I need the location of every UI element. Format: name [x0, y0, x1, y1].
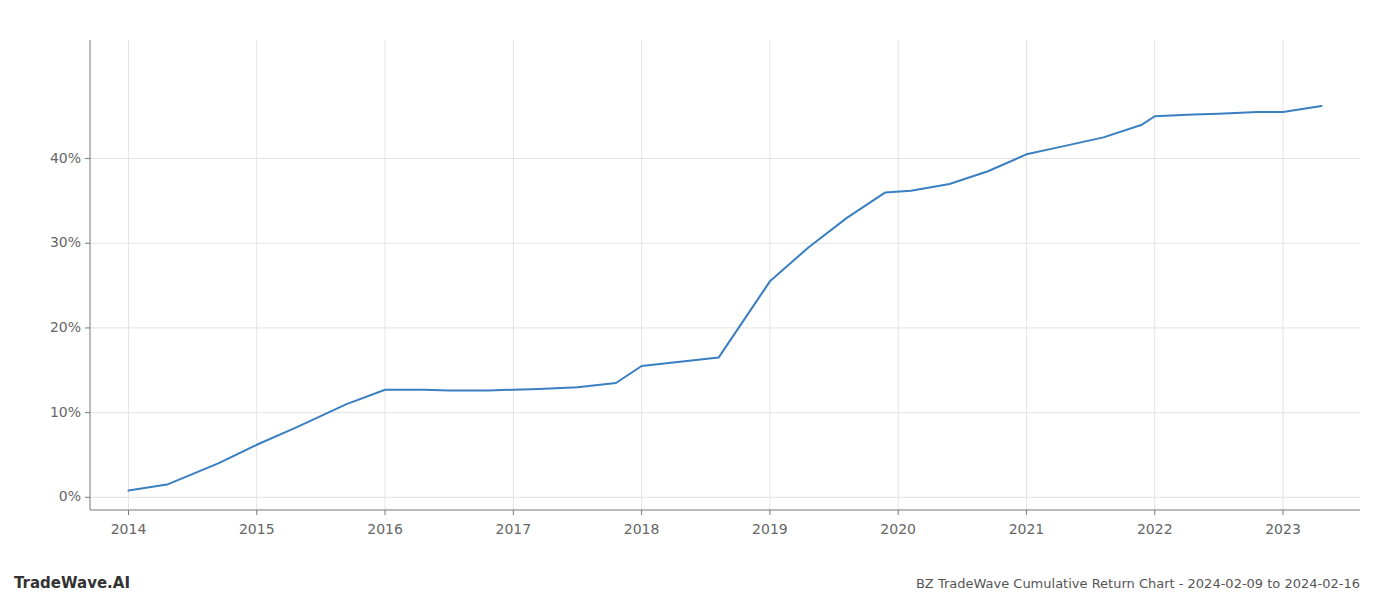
- x-tick-label: 2022: [1137, 521, 1173, 537]
- y-grid-line: [90, 412, 1360, 413]
- plot-area: [128, 106, 1321, 490]
- x-grid-line: [513, 40, 514, 510]
- x-tick-label: 2020: [880, 521, 916, 537]
- y-grid-line: [90, 497, 1360, 498]
- x-tick: [385, 510, 386, 515]
- y-grid-line: [90, 158, 1360, 159]
- y-tick-label: 20%: [50, 319, 81, 335]
- x-tick: [769, 510, 770, 515]
- y-grid-line: [90, 327, 1360, 328]
- x-tick-label: 2021: [1009, 521, 1045, 537]
- x-grid-line: [641, 40, 642, 510]
- x-grid-line: [256, 40, 257, 510]
- x-grid-line: [385, 40, 386, 510]
- watermark: TradeWave.AI: [14, 574, 130, 592]
- x-tick-label: 2016: [367, 521, 403, 537]
- background: [0, 0, 1400, 600]
- y-tick-label: 0%: [59, 488, 81, 504]
- x-grid-line: [898, 40, 899, 510]
- x-axis-line: [90, 510, 1360, 511]
- y-tick-label: 30%: [50, 234, 81, 250]
- y-tick: [85, 412, 90, 413]
- x-tick-label: 2014: [111, 521, 147, 537]
- x-tick: [898, 510, 899, 515]
- y-tick-label: 40%: [50, 150, 81, 166]
- x-tick: [641, 510, 642, 515]
- y-tick: [85, 243, 90, 244]
- title: BZ TradeWave Cumulative Return Chart - 2…: [916, 576, 1360, 591]
- x-tick: [1283, 510, 1284, 515]
- x-tick-label: 2023: [1265, 521, 1301, 537]
- x-grid-line: [128, 40, 129, 510]
- ticks: 0% 10% 20% 30% 40% 2014 2015 2016 2017 2018 2019 20…: [50, 150, 1301, 537]
- x-tick: [513, 510, 514, 515]
- x-grid-line: [1154, 40, 1155, 510]
- x-grid-line: [769, 40, 770, 510]
- x-tick-label: 2019: [752, 521, 788, 537]
- x-tick: [1154, 510, 1155, 515]
- grid: [90, 40, 1360, 510]
- y-tick: [85, 158, 90, 159]
- y-tick: [85, 327, 90, 328]
- line: [128, 106, 1321, 490]
- x-tick: [128, 510, 129, 515]
- x-grid-line: [1026, 40, 1027, 510]
- x-tick: [1026, 510, 1027, 515]
- chart: 0% 10% 20% 30% 40% 2014 2015 2016 2017 2018 2019 20…: [0, 0, 1400, 600]
- x-tick-label: 2017: [496, 521, 532, 537]
- x-tick-label: 2015: [239, 521, 275, 537]
- y-grid-line: [90, 243, 1360, 244]
- x-tick-label: 2018: [624, 521, 660, 537]
- x-grid-line: [1283, 40, 1284, 510]
- x-tick: [256, 510, 257, 515]
- y-tick-label: 10%: [50, 404, 81, 420]
- y-tick: [85, 497, 90, 498]
- y-axis-line: [90, 40, 91, 510]
